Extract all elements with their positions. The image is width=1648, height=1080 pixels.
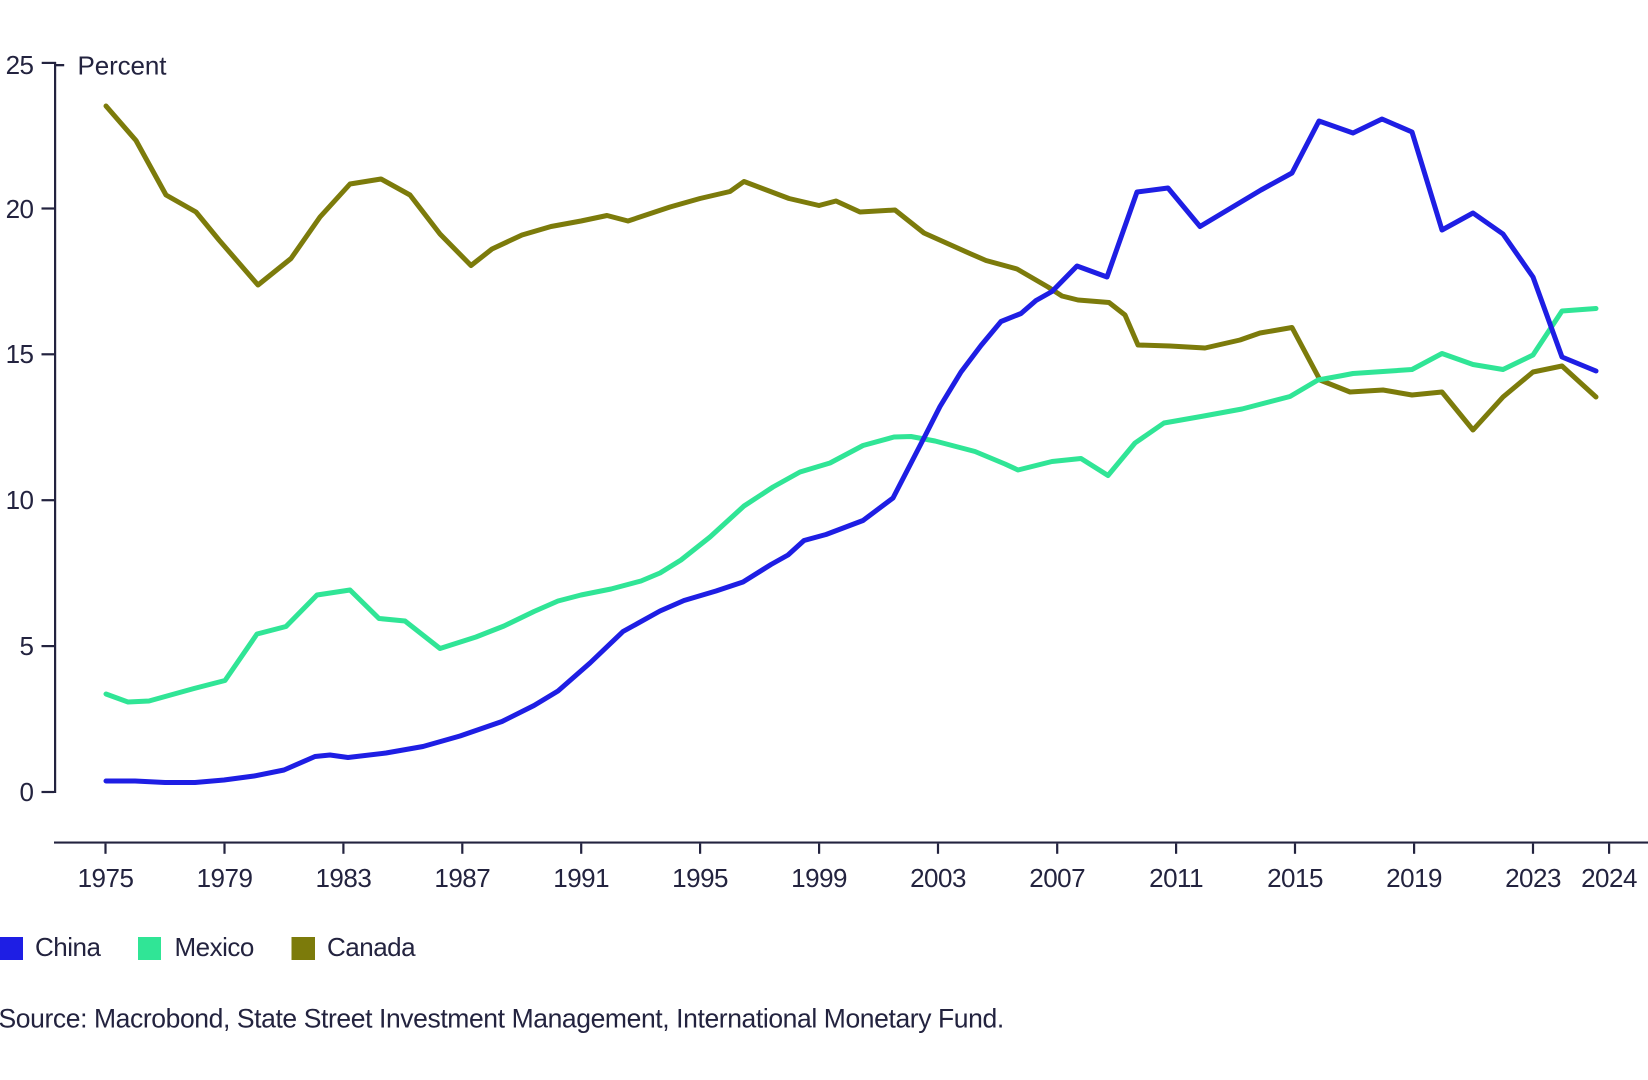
svg-text:2023: 2023 bbox=[1505, 863, 1561, 893]
svg-text:20: 20 bbox=[6, 194, 34, 224]
svg-text:Mexico: Mexico bbox=[175, 932, 254, 962]
svg-text:1995: 1995 bbox=[672, 863, 728, 893]
svg-text:2019: 2019 bbox=[1386, 863, 1442, 893]
svg-text:10: 10 bbox=[6, 485, 34, 515]
svg-text:25: 25 bbox=[6, 50, 34, 80]
svg-text:Percent: Percent bbox=[78, 51, 168, 81]
svg-text:0: 0 bbox=[20, 777, 34, 807]
svg-text:Source: Macrobond, State Stree: Source: Macrobond, State Street Investme… bbox=[0, 1004, 1004, 1034]
svg-text:Canada: Canada bbox=[327, 932, 416, 962]
svg-text:1975: 1975 bbox=[78, 863, 134, 893]
svg-text:15: 15 bbox=[6, 339, 34, 369]
svg-text:2024: 2024 bbox=[1581, 863, 1637, 893]
svg-text:1979: 1979 bbox=[197, 863, 253, 893]
svg-text:1991: 1991 bbox=[553, 863, 609, 893]
svg-text:5: 5 bbox=[20, 631, 34, 661]
svg-text:China: China bbox=[35, 932, 101, 962]
svg-text:1987: 1987 bbox=[434, 863, 490, 893]
svg-text:2007: 2007 bbox=[1029, 863, 1085, 893]
svg-text:2015: 2015 bbox=[1267, 863, 1323, 893]
svg-text:2011: 2011 bbox=[1149, 863, 1203, 893]
svg-text:2003: 2003 bbox=[910, 863, 966, 893]
svg-text:1999: 1999 bbox=[791, 863, 847, 893]
svg-text:1983: 1983 bbox=[315, 863, 371, 893]
